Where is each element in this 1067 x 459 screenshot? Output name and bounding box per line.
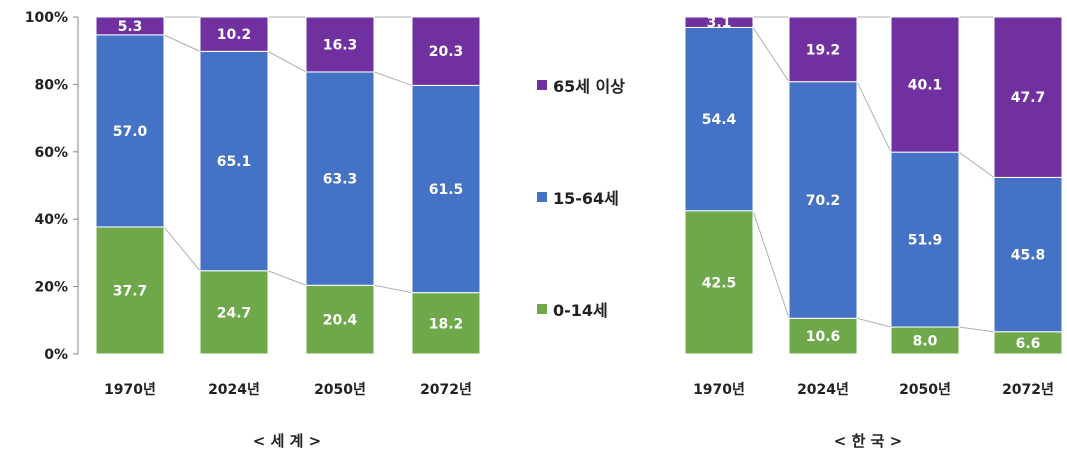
legend-label-65plus: 65세 이상 [553, 77, 625, 96]
data-label-world-65plus: 20.3 [429, 44, 464, 60]
data-label-world-0-14: 20.4 [323, 313, 358, 329]
data-label-korea-0-14: 8.0 [913, 334, 938, 350]
data-label-world-0-14: 24.7 [217, 305, 252, 321]
bar-segment-world-0-14 [411, 292, 481, 355]
data-label-korea-0-14: 42.5 [702, 275, 737, 291]
data-label-world-65plus: 5.3 [118, 19, 143, 35]
bar-segment-world-65plus [199, 16, 269, 52]
legend-label-0-14: 0-14세 [553, 301, 608, 320]
bar-segment-korea-65plus [684, 16, 754, 28]
legend-item-0-14: 0-14세 [537, 297, 608, 321]
data-label-world-0-14: 37.7 [113, 283, 148, 299]
bar-segment-world-65plus [305, 16, 375, 73]
bar-segment-korea-15-64 [993, 176, 1063, 333]
legend-swatch-65plus [537, 80, 547, 90]
data-label-world-65plus: 16.3 [323, 37, 358, 53]
data-label-korea-15-64: 45.8 [1011, 248, 1046, 264]
connector-line-world [373, 71, 413, 86]
group-title-world: < 세 계 > [252, 432, 322, 450]
connector-line-korea [856, 81, 892, 153]
bar-segment-korea-0-14 [788, 317, 858, 355]
y-tick-label: 100% [25, 10, 68, 26]
x-category-label-world: 2024년 [208, 382, 260, 398]
x-category-label-korea: 2072년 [1002, 382, 1054, 398]
legend-label-15-64: 15-64세 [553, 189, 619, 208]
x-category-label-korea: 1970년 [693, 382, 745, 398]
connector-line-korea [752, 27, 790, 82]
connector-line-korea [752, 210, 790, 319]
data-label-world-15-64: 65.1 [217, 154, 252, 170]
connector-line-world [163, 34, 201, 52]
y-tick-label: 20% [34, 280, 68, 296]
data-label-korea-65plus: 47.7 [1011, 90, 1046, 106]
bar-segment-world-15-64 [305, 71, 375, 286]
bar-segment-world-15-64 [199, 50, 269, 272]
legend-swatch-0-14 [537, 304, 547, 314]
data-label-world-15-64: 61.5 [429, 182, 464, 198]
group-title-korea: < 한 국 > [833, 432, 903, 450]
data-label-korea-15-64: 51.9 [908, 233, 943, 249]
data-label-world-15-64: 57.0 [113, 124, 148, 140]
x-category-label-korea: 2024년 [797, 382, 849, 398]
bar-segment-korea-0-14 [890, 326, 960, 355]
data-label-korea-0-14: 10.6 [806, 329, 841, 345]
bar-segment-world-65plus [95, 16, 165, 36]
connector-line-world [373, 284, 413, 294]
x-category-label-world: 1970년 [104, 382, 156, 398]
connector-line-korea [958, 326, 995, 333]
bar-segment-korea-15-64 [788, 81, 858, 319]
bar-segment-korea-65plus [788, 16, 858, 83]
bar-segment-korea-0-14 [684, 210, 754, 355]
connector-line-world [267, 270, 307, 286]
x-category-label-world: 2072년 [420, 382, 472, 398]
bar-segment-korea-65plus [890, 16, 960, 153]
bar-segment-world-0-14 [305, 284, 375, 355]
bar-segment-world-15-64 [95, 34, 165, 228]
connector-line-world [163, 226, 201, 272]
data-label-korea-15-64: 70.2 [806, 193, 841, 209]
data-label-korea-0-14: 6.6 [1016, 336, 1041, 352]
data-label-world-65plus: 10.2 [217, 27, 252, 43]
data-label-korea-65plus: 19.2 [806, 42, 841, 58]
y-tick-label: 0% [44, 347, 68, 363]
bar-segment-world-15-64 [411, 84, 481, 294]
data-label-world-0-14: 18.2 [429, 316, 464, 332]
connector-line-korea [958, 151, 995, 178]
bar-segment-korea-15-64 [684, 26, 754, 212]
x-category-label-world: 2050년 [314, 382, 366, 398]
data-label-korea-65plus: 40.1 [908, 78, 943, 94]
legend-item-15-64: 15-64세 [537, 185, 619, 209]
bar-segment-korea-15-64 [890, 151, 960, 328]
data-label-world-15-64: 63.3 [323, 172, 358, 188]
bar-segment-world-0-14 [199, 270, 269, 355]
connector-line-world [267, 50, 307, 73]
data-label-korea-65plus: 3.1 [707, 15, 732, 31]
connector-line-korea [856, 317, 892, 328]
bar-segment-korea-65plus [993, 16, 1063, 178]
legend-swatch-15-64 [537, 192, 547, 202]
data-label-korea-15-64: 54.4 [702, 112, 737, 128]
bar-segment-world-65plus [411, 16, 481, 86]
y-tick-label: 40% [34, 212, 68, 228]
y-tick-label: 80% [34, 77, 68, 93]
x-category-label-korea: 2050년 [899, 382, 951, 398]
legend-item-65plus: 65세 이상 [537, 73, 625, 97]
y-tick-label: 60% [34, 145, 68, 161]
